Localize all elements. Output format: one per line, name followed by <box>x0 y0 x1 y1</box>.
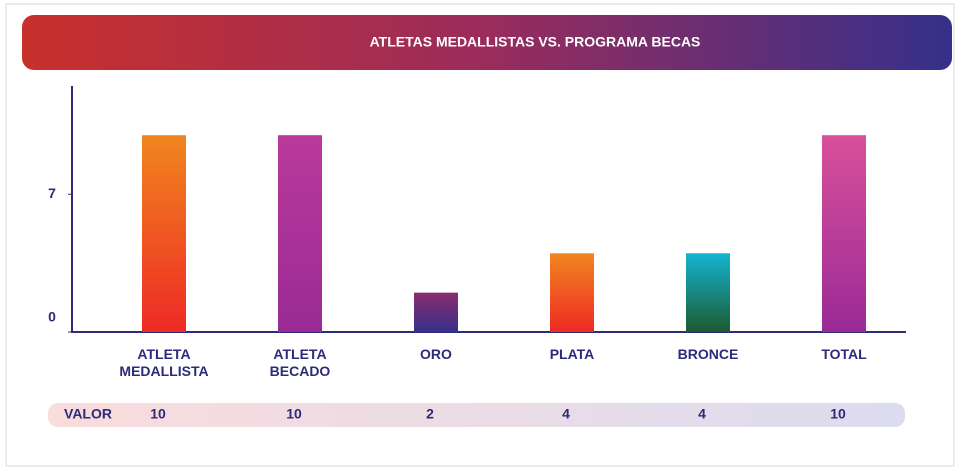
bar <box>278 135 322 332</box>
bar <box>686 253 730 332</box>
x-tick-label: PLATA <box>549 346 595 362</box>
value-label: 10 <box>150 406 166 422</box>
x-tick-label: ATLETA MEDALLISTA <box>119 346 209 379</box>
x-tick-label: ORO <box>420 346 452 362</box>
value-label: 2 <box>426 406 434 422</box>
chart-title: ATLETAS MEDALLISTAS VS. PROGRAMA BECAS <box>370 34 701 50</box>
value-row <box>48 403 905 427</box>
value-label: 4 <box>698 406 706 422</box>
value-label: 10 <box>286 406 302 422</box>
x-tick-label: BRONCE <box>677 346 739 362</box>
y-tick-label: 7 <box>48 185 56 201</box>
bar <box>822 135 866 332</box>
value-label: 4 <box>562 406 570 422</box>
value-label: 10 <box>830 406 846 422</box>
x-tick-label: ATLETA BECADO <box>269 346 331 379</box>
bar <box>142 135 186 332</box>
bar <box>550 253 594 332</box>
value-row-label: VALOR <box>64 406 112 422</box>
header-bar <box>22 15 952 70</box>
y-tick-label: 0 <box>48 309 56 325</box>
bar <box>414 292 458 332</box>
x-tick-label: TOTAL <box>821 346 867 362</box>
